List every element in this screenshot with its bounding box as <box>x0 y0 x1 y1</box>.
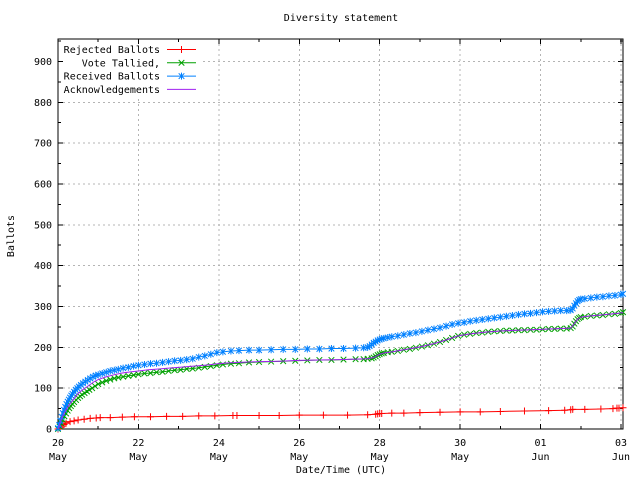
y-tick-label: 500 <box>34 220 52 231</box>
y-tick-label: 600 <box>34 179 52 190</box>
y-tick-label: 200 <box>34 343 52 354</box>
x-tick-label-day: 24 <box>213 438 225 449</box>
legend-backing <box>59 41 201 97</box>
legend-label-acknowledgements: Acknowledgements <box>64 85 160 96</box>
y-tick-label: 900 <box>34 57 52 68</box>
x-tick-label-month: May <box>290 452 308 463</box>
x-tick-label-month: May <box>210 452 228 463</box>
x-tick-label-month: Jun <box>612 452 630 463</box>
x-tick-label-day: 22 <box>132 438 144 449</box>
y-tick-label: 800 <box>34 98 52 109</box>
y-tick-label: 700 <box>34 139 52 150</box>
x-tick-label-month: Jun <box>532 452 550 463</box>
legend-sample-marker-rejected-ballots <box>178 46 185 53</box>
y-tick-label: 300 <box>34 302 52 313</box>
legend-label-received-ballots: Received Ballots <box>64 72 160 83</box>
y-tick-label: 400 <box>34 261 52 272</box>
x-tick-label-month: May <box>49 452 67 463</box>
y-tick-label: 0 <box>46 425 52 436</box>
x-tick-label-day: 20 <box>52 438 64 449</box>
y-tick-label: 100 <box>34 384 52 395</box>
x-tick-label-day: 30 <box>454 438 466 449</box>
x-tick-label-month: May <box>371 452 389 463</box>
legend-label-vote-tallied: Vote Tallied, <box>82 58 160 69</box>
x-tick-label-day: 26 <box>293 438 305 449</box>
legend-sample-marker-vote-tallied <box>178 59 185 66</box>
series-line-acknowledgements <box>57 311 624 430</box>
y-axis-title: Ballots <box>6 215 17 257</box>
series-line-rejected-ballots <box>57 407 624 430</box>
x-axis-title: Date/Time (UTC) <box>296 465 386 476</box>
x-tick-label-day: 03 <box>615 438 627 449</box>
x-tick-label-day: 28 <box>374 438 386 449</box>
legend-sample-marker-received-ballots <box>178 72 185 80</box>
plot-border <box>57 38 624 430</box>
x-tick-label-month: May <box>129 452 147 463</box>
legend-label-rejected-ballots: Rejected Ballots <box>64 45 160 56</box>
x-tick-label-day: 01 <box>535 438 547 449</box>
chart-title: Diversity statement <box>283 13 399 24</box>
x-tick-label-month: May <box>451 452 469 463</box>
